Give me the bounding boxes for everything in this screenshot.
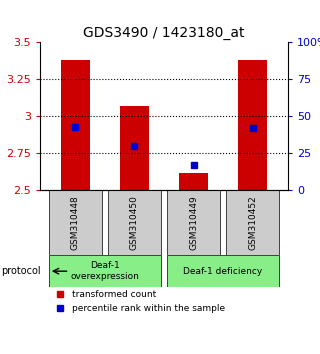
Title: GDS3490 / 1423180_at: GDS3490 / 1423180_at — [83, 26, 245, 40]
Bar — [120, 106, 149, 190]
FancyBboxPatch shape — [108, 190, 161, 255]
Text: transformed count: transformed count — [72, 290, 156, 299]
Text: protocol: protocol — [2, 266, 41, 276]
Text: GSM310448: GSM310448 — [71, 195, 80, 250]
Bar — [238, 60, 267, 190]
FancyBboxPatch shape — [167, 255, 279, 287]
FancyBboxPatch shape — [167, 190, 220, 255]
Text: GSM310449: GSM310449 — [189, 195, 198, 250]
Text: Deaf-1
overexpression: Deaf-1 overexpression — [70, 262, 140, 281]
Text: Deaf-1 deficiency: Deaf-1 deficiency — [183, 267, 263, 276]
Bar — [61, 60, 90, 190]
Bar — [179, 173, 208, 190]
FancyBboxPatch shape — [49, 190, 102, 255]
FancyBboxPatch shape — [226, 190, 279, 255]
Text: GSM310450: GSM310450 — [130, 195, 139, 250]
Text: percentile rank within the sample: percentile rank within the sample — [72, 304, 225, 313]
FancyBboxPatch shape — [49, 255, 161, 287]
Text: GSM310452: GSM310452 — [248, 195, 257, 250]
